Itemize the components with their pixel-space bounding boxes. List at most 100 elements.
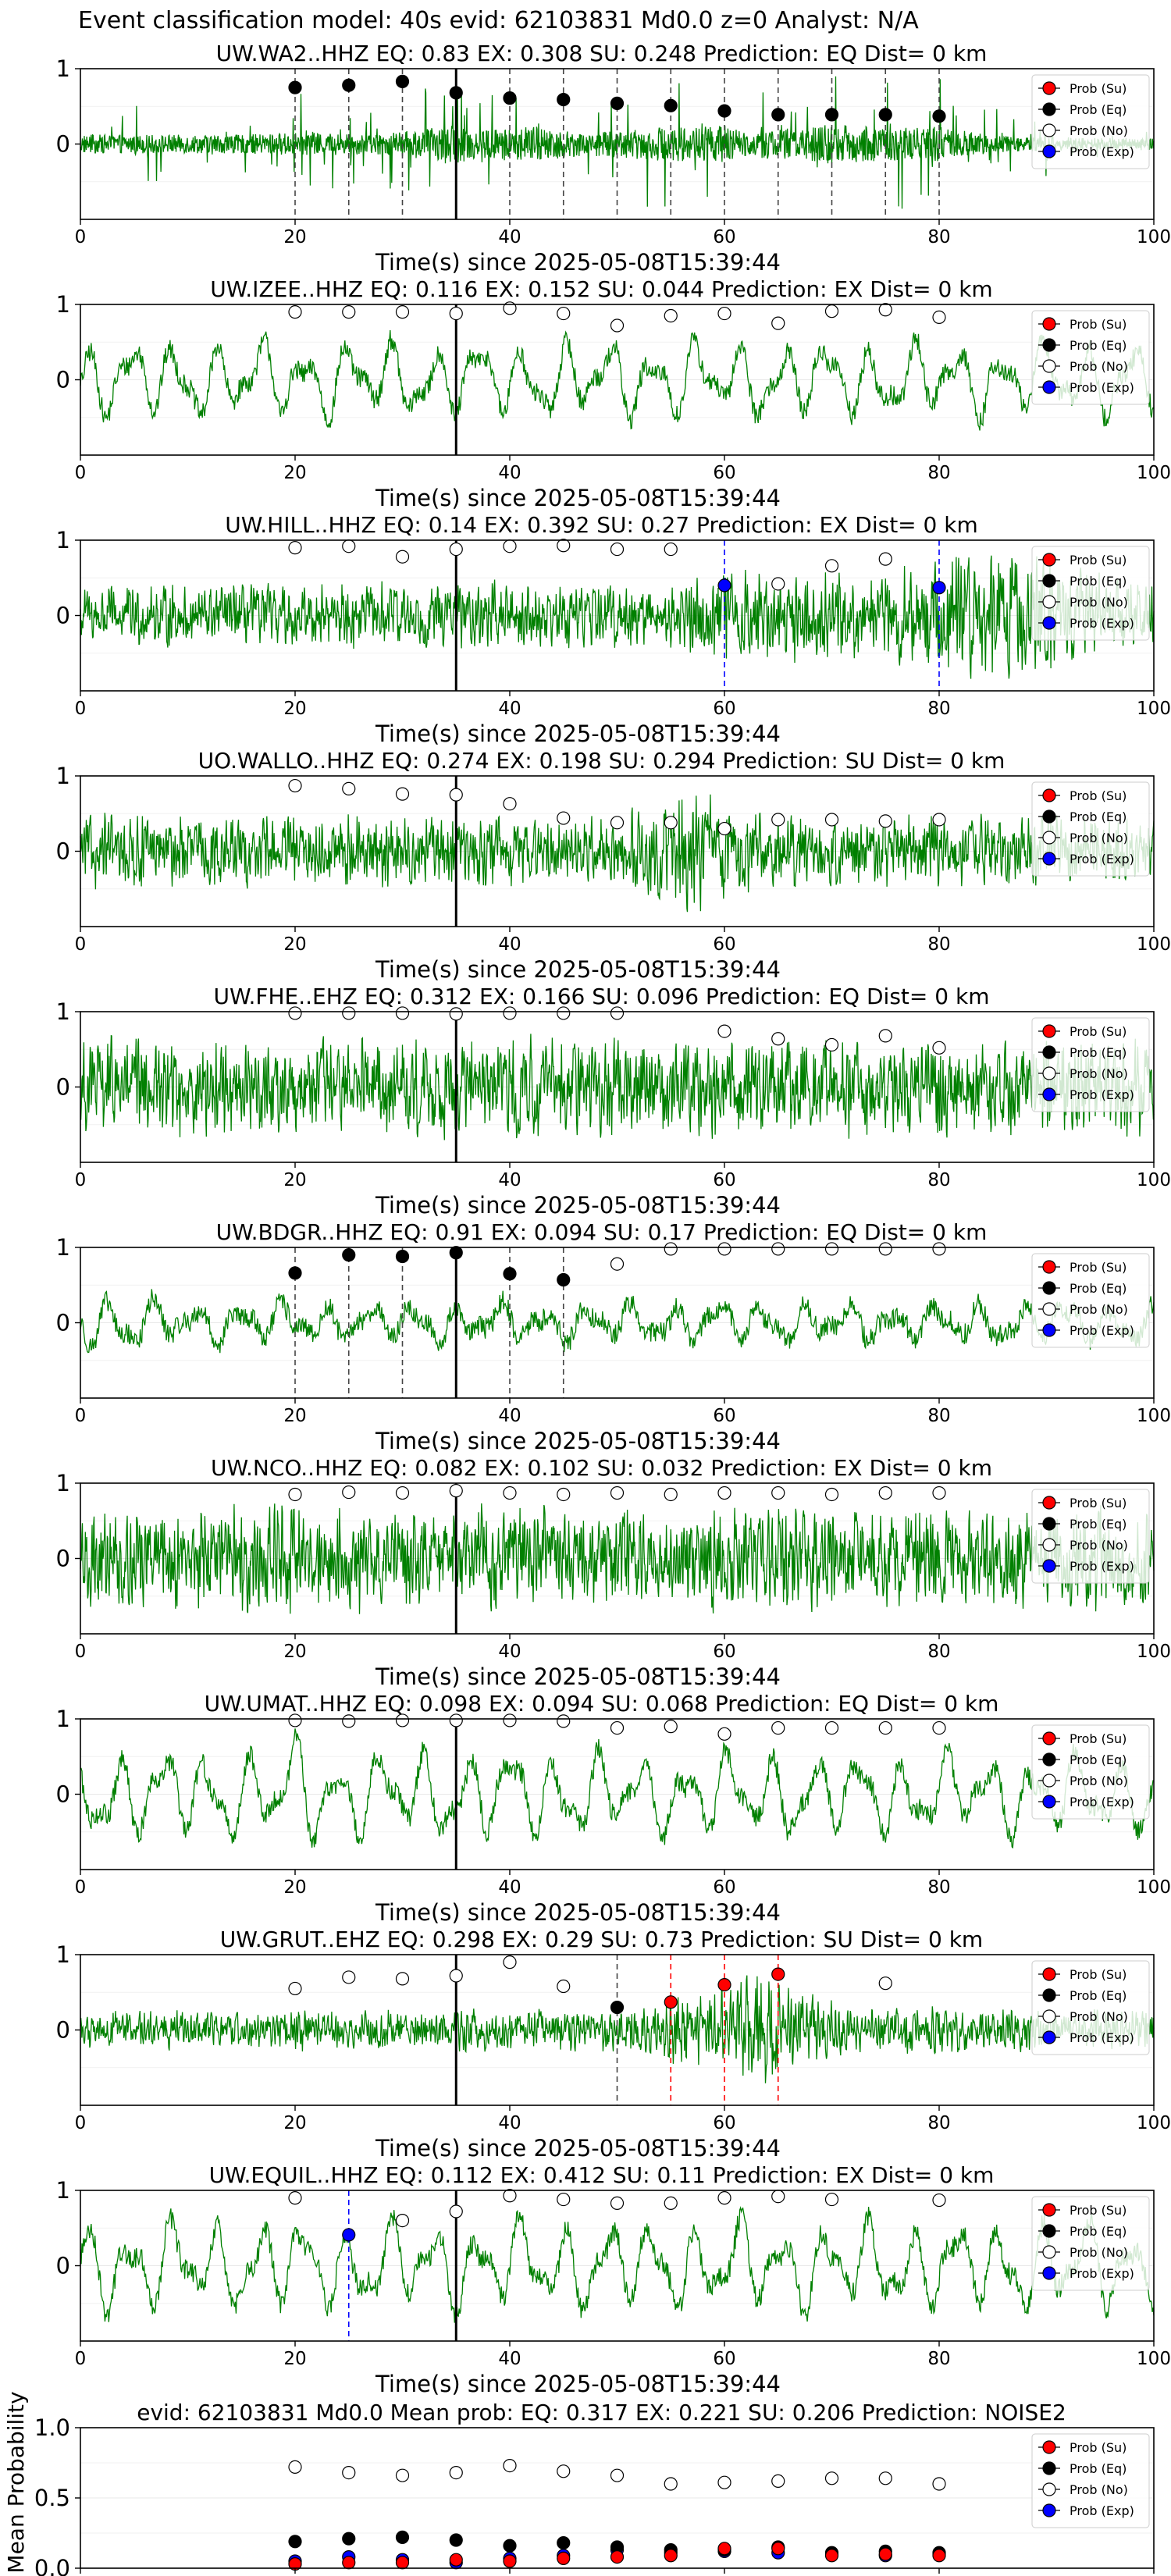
- prob-marker-no: [288, 1006, 302, 1020]
- prob-marker-no: [824, 1487, 839, 1502]
- prob-marker-no: [824, 559, 839, 573]
- station-panel-0: UW.WA2..HHZ EQ: 0.83 EX: 0.308 SU: 0.248…: [56, 41, 1171, 276]
- prob-marker-eq: [342, 2532, 356, 2546]
- x-tick-label: 100: [1137, 1170, 1171, 1190]
- prob-marker-no: [717, 306, 731, 321]
- legend-label: Prob (Eq): [1070, 338, 1127, 353]
- prob-marker-eq: [503, 91, 517, 105]
- prob-marker-no: [717, 2191, 731, 2205]
- prob-marker-su: [932, 2549, 946, 2563]
- legend-label: Prob (Exp): [1070, 616, 1134, 631]
- prob-marker-no: [395, 1713, 410, 1727]
- legend-label: Prob (Exp): [1070, 1087, 1134, 1102]
- prob-marker-no: [932, 2477, 946, 2491]
- legend: Prob (Su) Prob (Eq) Prob (No) Prob (Exp): [1031, 1253, 1150, 1348]
- prob-marker-no: [932, 310, 946, 325]
- prob-marker-no: [557, 2464, 571, 2478]
- x-tick-label: 0: [75, 463, 87, 483]
- station-panel-2: UW.HILL..HHZ EQ: 0.14 EX: 0.392 SU: 0.27…: [56, 512, 1171, 747]
- prob-marker-su: [771, 2542, 785, 2556]
- y-tick-label: 0: [56, 838, 70, 865]
- legend-marker: [1042, 2482, 1056, 2496]
- prob-marker-no: [288, 778, 302, 793]
- station-panel-1: UW.IZEE..HHZ EQ: 0.116 EX: 0.152 SU: 0.0…: [56, 276, 1171, 511]
- legend-marker: [1042, 2503, 1056, 2517]
- waveform-trace: [80, 1975, 1155, 2083]
- prob-marker-no: [878, 1242, 892, 1256]
- x-tick-label: 80: [927, 463, 950, 483]
- prob-marker-su: [557, 2551, 571, 2565]
- legend-label: Prob (Su): [1070, 1496, 1127, 1510]
- x-axis-label: Time(s) since 2025-05-08T15:39:44: [375, 485, 781, 511]
- legend-marker: [1042, 338, 1056, 352]
- prob-marker-no: [288, 1713, 302, 1727]
- prob-marker-exp: [932, 581, 946, 595]
- prob-marker-su: [449, 2553, 463, 2567]
- prob-marker-no: [395, 550, 410, 564]
- prob-marker-no: [824, 2192, 839, 2207]
- prob-marker-su: [342, 2556, 356, 2570]
- x-tick-label: 40: [498, 463, 521, 483]
- y-tick-label: 0: [56, 603, 70, 629]
- prob-marker-no: [395, 2214, 410, 2228]
- legend-box: [1031, 1960, 1150, 2055]
- waveform-trace: [80, 794, 1155, 913]
- legend-box: [1031, 74, 1150, 169]
- legend-marker: [1042, 1496, 1056, 1510]
- legend-label: Prob (Exp): [1070, 1323, 1134, 1338]
- prob-marker-eq: [557, 1272, 571, 1287]
- y-tick-label: 0: [56, 2017, 70, 2044]
- legend-marker: [1042, 788, 1056, 802]
- prob-marker-no: [503, 539, 517, 553]
- y-tick-label: 1: [56, 1234, 70, 1261]
- panel-title: UW.HILL..HHZ EQ: 0.14 EX: 0.392 SU: 0.27…: [225, 512, 977, 538]
- legend-marker: [1042, 2030, 1056, 2044]
- prob-marker-no: [771, 813, 785, 827]
- prob-marker-no: [449, 2204, 463, 2218]
- x-tick-label: 0: [75, 699, 87, 719]
- panel-title: UW.UMAT..HHZ EQ: 0.098 EX: 0.094 SU: 0.0…: [205, 1691, 999, 1717]
- waveform-trace: [80, 1034, 1155, 1140]
- prob-marker-no: [664, 542, 678, 557]
- legend-label: Prob (Su): [1070, 2440, 1127, 2455]
- legend: Prob (Su) Prob (Eq) Prob (No) Prob (Exp): [1031, 2433, 1150, 2528]
- prob-marker-no: [771, 2474, 785, 2488]
- x-tick-label: 0: [75, 1406, 87, 1426]
- legend-label: Prob (Eq): [1070, 102, 1127, 117]
- prob-marker-no: [557, 539, 571, 553]
- waveform-trace: [80, 1289, 1155, 1354]
- prob-marker-no: [664, 2477, 678, 2491]
- prob-marker-no: [610, 1257, 625, 1271]
- legend-marker: [1042, 831, 1056, 845]
- legend-label: Prob (Su): [1070, 1731, 1127, 1746]
- prob-marker-su: [395, 2556, 410, 2570]
- prob-marker-no: [342, 2466, 356, 2480]
- prob-marker-su: [717, 1978, 731, 1992]
- prob-marker-no: [771, 1032, 785, 1046]
- prob-marker-su: [610, 2550, 625, 2564]
- prob-marker-eq: [503, 1267, 517, 1281]
- legend-label: Prob (Eq): [1070, 1045, 1127, 1060]
- legend: Prob (Su) Prob (Eq) Prob (No) Prob (Exp): [1031, 2196, 1150, 2291]
- prob-marker-eq: [288, 80, 302, 94]
- x-tick-label: 80: [927, 1877, 950, 1898]
- legend-marker: [1042, 359, 1056, 373]
- prob-marker-no: [557, 2192, 571, 2207]
- prob-marker-no: [342, 539, 356, 553]
- legend-label: Prob (Su): [1070, 81, 1127, 96]
- prob-marker-no: [664, 1242, 678, 1256]
- legend: Prob (Su) Prob (Eq) Prob (No) Prob (Exp): [1031, 1724, 1150, 1820]
- x-axis-label: Time(s) since 2025-05-08T15:39:44: [375, 720, 781, 747]
- x-tick-label: 20: [283, 1406, 306, 1426]
- prob-marker-no: [503, 1713, 517, 1727]
- prob-marker-no: [771, 1720, 785, 1735]
- legend-marker: [1042, 1260, 1056, 1274]
- legend-label: Prob (Su): [1070, 1967, 1127, 1982]
- legend-label: Prob (No): [1070, 1066, 1128, 1081]
- prob-marker-no: [342, 1485, 356, 1500]
- x-tick-label: 40: [498, 1877, 521, 1898]
- prob-marker-no: [878, 2471, 892, 2485]
- prob-marker-no: [288, 2460, 302, 2474]
- prob-marker-no: [449, 2466, 463, 2480]
